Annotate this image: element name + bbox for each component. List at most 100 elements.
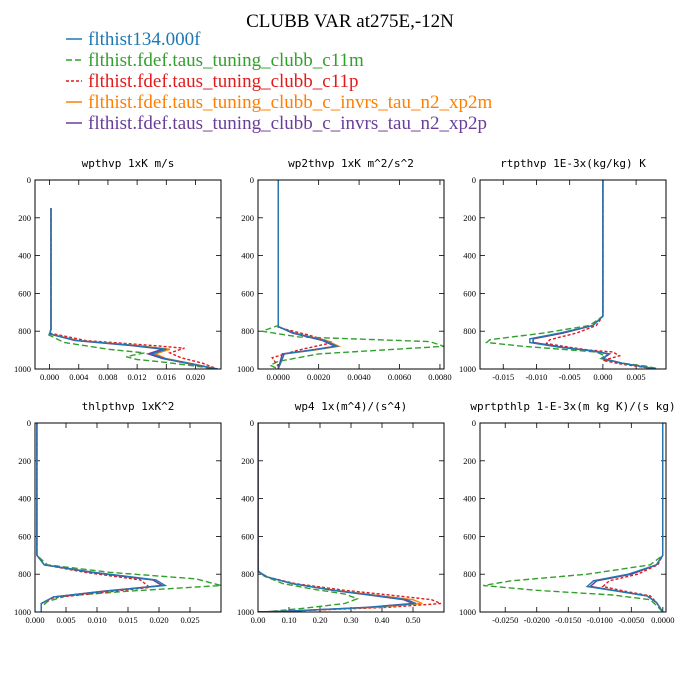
series-line xyxy=(258,423,442,612)
x-tick-label: -0.010 xyxy=(525,372,547,382)
x-tick-label: -0.005 xyxy=(559,372,581,382)
series-line xyxy=(36,423,152,612)
legend-label: flthist.fdef.taus_tuning_clubb_c11p xyxy=(88,71,359,92)
y-tick-label: 800 xyxy=(463,569,476,579)
y-tick-label: 800 xyxy=(18,326,31,336)
panel-title: wprtpthlp 1-E-3x(m kg K)/(s kg) xyxy=(470,400,675,413)
y-tick-label: 200 xyxy=(18,456,31,466)
panel-title: thlpthvp 1xK^2 xyxy=(82,400,175,413)
y-tick-label: 400 xyxy=(18,251,31,261)
x-tick-label: 0.015 xyxy=(118,615,137,625)
y-tick-label: 1000 xyxy=(14,364,31,374)
x-tick-label: 0.40 xyxy=(375,615,390,625)
y-tick-label: 400 xyxy=(463,251,476,261)
x-tick-label: 0.020 xyxy=(149,615,168,625)
x-tick-label: -0.015 xyxy=(492,372,514,382)
series-line xyxy=(483,423,664,612)
y-tick-label: 0 xyxy=(250,175,254,185)
y-tick-label: 0 xyxy=(472,418,476,428)
panel-title: wp4 1x(m^4)/(s^4) xyxy=(295,400,408,413)
legend-label: flthist.fdef.taus_tuning_clubb_c11m xyxy=(88,50,364,71)
series-line xyxy=(277,180,340,369)
series-line xyxy=(261,180,444,369)
plot-panel: wp2thvp 1xK m^2/s^2 0 200 400 600 800 1000 0.00… xyxy=(237,157,452,382)
y-tick-label: 400 xyxy=(241,251,254,261)
y-tick-label: 0 xyxy=(27,175,31,185)
x-tick-label: 0.000 xyxy=(25,615,44,625)
x-tick-label: 0.004 xyxy=(69,372,89,382)
series-line xyxy=(532,180,657,369)
plot-frame xyxy=(479,179,667,370)
y-tick-label: 1000 xyxy=(237,364,254,374)
series-line xyxy=(588,423,664,612)
x-tick-label: 0.012 xyxy=(128,372,147,382)
series-line xyxy=(601,423,664,612)
x-tick-label: 0.0080 xyxy=(428,372,451,382)
y-tick-label: 0 xyxy=(250,418,254,428)
series-line xyxy=(484,180,660,369)
series-line xyxy=(36,423,221,612)
y-tick-label: 1000 xyxy=(14,607,31,617)
series-line xyxy=(545,180,657,369)
y-tick-label: 800 xyxy=(18,569,31,579)
y-tick-label: 1000 xyxy=(237,607,254,617)
y-tick-label: 0 xyxy=(27,418,31,428)
x-tick-label: -0.0250 xyxy=(492,615,518,625)
series-line xyxy=(258,423,360,612)
x-tick-label: 0.50 xyxy=(406,615,421,625)
x-tick-label: 0.020 xyxy=(186,372,205,382)
x-tick-label: 0.010 xyxy=(87,615,106,625)
x-tick-label: 0.0000 xyxy=(651,615,674,625)
y-tick-label: 600 xyxy=(18,531,31,541)
figure-title: CLUBB VAR at275E,-12N xyxy=(246,11,454,32)
legend: flthist134.000fflthist.fdef.taus_tuning_… xyxy=(66,29,492,134)
x-tick-label: 0.10 xyxy=(282,615,297,625)
y-tick-label: 400 xyxy=(463,494,476,504)
plot-panel: rtpthvp 1E-3x(kg/kg) K 0 200 400 600 800 1000 -… xyxy=(459,157,667,382)
x-tick-label: 0.0020 xyxy=(307,372,330,382)
x-tick-label: 0.005 xyxy=(627,372,646,382)
series-line xyxy=(588,423,664,612)
y-tick-label: 400 xyxy=(241,494,254,504)
x-tick-label: 0.008 xyxy=(98,372,117,382)
y-tick-label: 600 xyxy=(463,288,476,298)
x-tick-label: 0.0060 xyxy=(388,372,411,382)
panel-title: wpthvp 1xK m/s xyxy=(82,157,175,170)
x-tick-label: -0.0100 xyxy=(587,615,613,625)
series-line xyxy=(277,180,342,369)
y-tick-label: 800 xyxy=(241,569,254,579)
plot-frame xyxy=(34,422,222,613)
x-tick-label: -0.0050 xyxy=(618,615,644,625)
plot-frame xyxy=(479,422,667,613)
y-tick-label: 600 xyxy=(241,288,254,298)
y-tick-label: 200 xyxy=(241,213,254,223)
y-tick-label: 0 xyxy=(472,175,476,185)
x-tick-label: 0.30 xyxy=(344,615,359,625)
series-line xyxy=(36,423,165,612)
y-tick-label: 200 xyxy=(463,213,476,223)
x-tick-label: -0.0150 xyxy=(555,615,581,625)
plot-panel: wprtpthlp 1-E-3x(m kg K)/(s kg) 0 200 400 60… xyxy=(459,400,676,625)
x-tick-label: 0.00 xyxy=(251,615,266,625)
x-tick-label: -0.0200 xyxy=(524,615,550,625)
x-tick-label: 0.000 xyxy=(593,372,612,382)
y-tick-label: 800 xyxy=(463,326,476,336)
y-tick-label: 200 xyxy=(463,456,476,466)
y-tick-label: 400 xyxy=(18,494,31,504)
series-line xyxy=(48,208,218,369)
plot-frame xyxy=(34,179,222,370)
y-tick-label: 1000 xyxy=(459,607,476,617)
plot-frame xyxy=(257,179,445,370)
legend-label: flthist134.000f xyxy=(88,29,201,50)
panel-title: wp2thvp 1xK m^2/s^2 xyxy=(288,157,414,170)
plot-panel: wpthvp 1xK m/s 0 200 400 600 800 1000 0.000 0.00… xyxy=(14,157,222,382)
panel-title: rtpthvp 1E-3x(kg/kg) K xyxy=(500,157,646,170)
y-tick-label: 200 xyxy=(241,456,254,466)
y-tick-label: 600 xyxy=(18,288,31,298)
legend-label: flthist.fdef.taus_tuning_clubb_c_invrs_t… xyxy=(88,113,487,134)
y-tick-label: 600 xyxy=(241,531,254,541)
